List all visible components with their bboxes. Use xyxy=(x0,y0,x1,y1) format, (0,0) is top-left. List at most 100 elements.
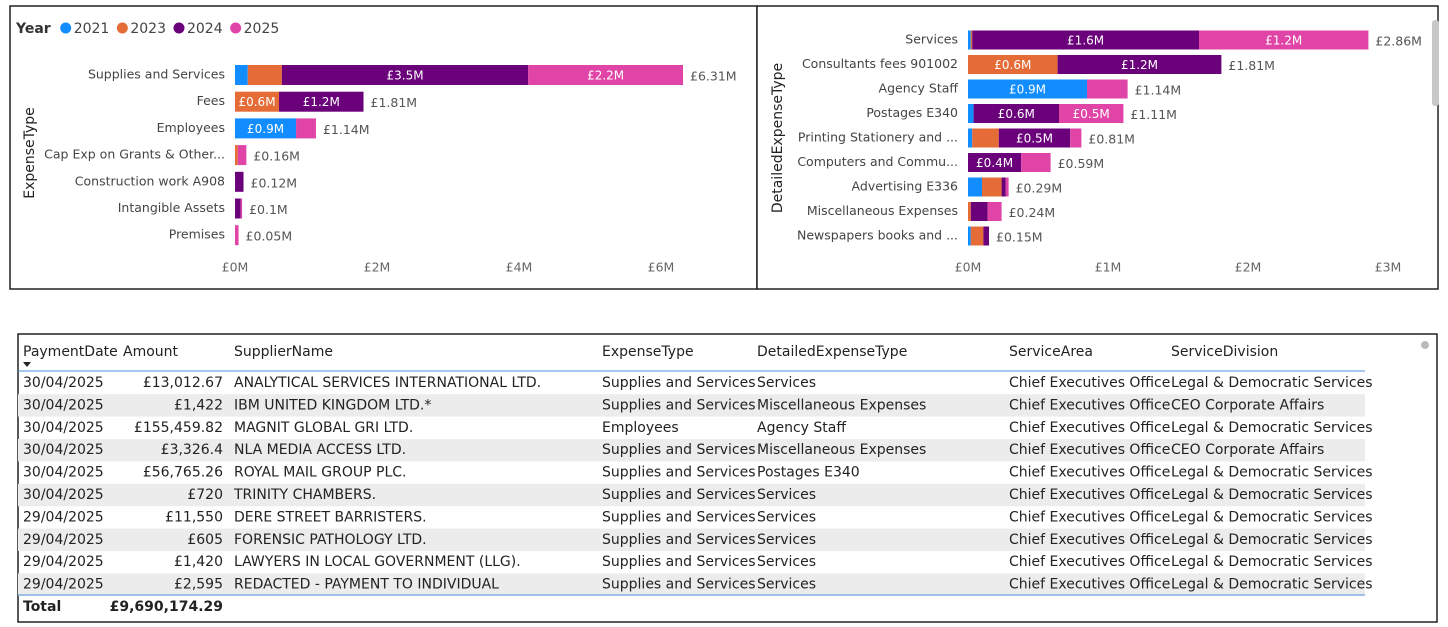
table-cell: Services xyxy=(757,487,816,503)
table-cell: FORENSIC PATHOLOGY LTD. xyxy=(234,532,427,548)
category-label: Agency Staff xyxy=(879,81,959,96)
legend-marker xyxy=(173,22,185,34)
column-header: ServiceArea xyxy=(1009,344,1093,360)
table-cell: £1,420 xyxy=(174,554,223,570)
table-cell: 30/04/2025 xyxy=(23,487,104,503)
table-cell: £2,595 xyxy=(174,577,223,593)
table-cell: DERE STREET BARRISTERS. xyxy=(234,509,427,525)
bar-segment xyxy=(247,65,282,85)
table-cell: Legal & Democratic Services xyxy=(1171,465,1373,481)
bar-segment xyxy=(296,118,316,139)
chart-box xyxy=(9,5,758,290)
table-cell: 29/04/2025 xyxy=(23,532,104,548)
segment-label: £1.2M xyxy=(1265,34,1302,48)
table-cell: Services xyxy=(757,532,816,548)
bar-segment xyxy=(235,118,297,139)
table-cell: LAWYERS IN LOCAL GOVERNMENT (LLG). xyxy=(234,554,521,570)
total-label: £0.24M xyxy=(1009,205,1056,220)
legend-title: Year xyxy=(15,21,51,37)
table-cell: Supplies and Services xyxy=(602,532,756,548)
segment-label: £0.9M xyxy=(247,122,284,136)
table-cell: Chief Executives Office xyxy=(1009,554,1170,570)
bar-segment xyxy=(235,171,244,192)
category-label: Computers and Commu... xyxy=(797,154,958,169)
segment-label: £1.2M xyxy=(1121,58,1158,72)
column-header: Amount xyxy=(123,344,179,360)
bar-segment xyxy=(972,128,999,148)
legend-marker xyxy=(116,22,128,34)
scroll-handle[interactable] xyxy=(1421,341,1429,349)
table-cell: £56,765.26 xyxy=(143,465,223,481)
total-label: £0.59M xyxy=(1058,156,1105,171)
category-label: Services xyxy=(905,32,958,47)
table-cell: Legal & Democratic Services xyxy=(1171,577,1373,593)
table-cell: Services xyxy=(757,577,816,593)
table-cell: Chief Executives Office xyxy=(1009,532,1170,548)
table-cell: £1,422 xyxy=(174,397,223,413)
bar-segment xyxy=(528,65,684,85)
bar-segment xyxy=(968,55,1058,74)
category-label: Intangible Assets xyxy=(118,200,225,215)
x-tick-label: £1M xyxy=(1095,260,1122,275)
bar-segment xyxy=(970,30,973,50)
bar-segment xyxy=(968,79,1087,99)
table-cell: Supplies and Services xyxy=(602,577,756,593)
table-cell: Chief Executives Office xyxy=(1009,465,1170,481)
column-header: PaymentDate xyxy=(23,344,118,360)
bar-segment xyxy=(240,198,243,219)
segment-label: £1.6M xyxy=(1067,34,1104,48)
category-label: Premises xyxy=(169,227,225,242)
bar-segment xyxy=(235,65,248,85)
bar-segment xyxy=(983,226,989,246)
table-cell: Legal & Democratic Services xyxy=(1171,532,1373,548)
x-tick-label: £3M xyxy=(1375,260,1402,275)
table-cell: £605 xyxy=(187,532,223,548)
segment-label: £0.6M xyxy=(994,58,1031,72)
column-header: ExpenseType xyxy=(602,344,694,360)
table-cell: ANALYTICAL SERVICES INTERNATIONAL LTD. xyxy=(234,375,541,391)
table-cell: Chief Executives Office xyxy=(1009,420,1170,436)
table-cell: Supplies and Services xyxy=(602,442,756,458)
x-tick-label: £6M xyxy=(648,260,675,275)
total-label: £6.31M xyxy=(690,69,737,84)
table-cell: £3,326.4 xyxy=(161,442,223,458)
category-label: Fees xyxy=(197,93,225,108)
table-cell: Legal & Democratic Services xyxy=(1171,554,1373,570)
table-cell: £155,459.82 xyxy=(134,420,223,436)
category-label: Advertising E336 xyxy=(852,179,958,194)
total-label: £1.11M xyxy=(1130,107,1177,122)
row-band xyxy=(18,483,1365,507)
total-label: £0.1M xyxy=(249,202,288,217)
table-cell: Legal & Democratic Services xyxy=(1171,487,1373,503)
category-label: Cap Exp on Grants & Other... xyxy=(44,147,225,162)
category-label: Printing Stationery and ... xyxy=(798,130,958,145)
bar-segment xyxy=(968,30,971,50)
category-label: Consultants fees 901002 xyxy=(802,56,958,71)
table-cell: Miscellaneous Expenses xyxy=(757,442,926,458)
table-cell: Chief Executives Office xyxy=(1009,577,1170,593)
bar-segment xyxy=(968,226,971,246)
category-label: Postages E340 xyxy=(866,105,958,120)
scrollbar[interactable] xyxy=(1432,20,1439,106)
category-label: Newspapers books and ... xyxy=(797,228,958,243)
bar-segment xyxy=(1059,104,1124,123)
table-cell: Chief Executives Office xyxy=(1009,509,1170,525)
axis-title: ExpenseType xyxy=(22,107,38,199)
bar-segment xyxy=(1087,79,1128,99)
total-label: £0.29M xyxy=(1016,181,1063,196)
category-label: Construction work A908 xyxy=(75,173,225,188)
bar-segment xyxy=(968,202,971,221)
sort-arrow[interactable] xyxy=(23,362,31,367)
table-cell: IBM UNITED KINGDOM LTD.* xyxy=(234,397,431,413)
legend-label: 2024 xyxy=(187,21,223,37)
column-header: DetailedExpenseType xyxy=(757,344,907,360)
total-label: £1.81M xyxy=(371,95,418,110)
table-cell: Postages E340 xyxy=(757,465,860,481)
legend-label: 2023 xyxy=(130,21,166,37)
legend-marker xyxy=(230,22,242,34)
bar-segment xyxy=(1070,128,1082,148)
total-label: £2.86M xyxy=(1375,34,1422,49)
table-cell: Services xyxy=(757,375,816,391)
bar-segment xyxy=(973,104,1059,123)
category-label: Employees xyxy=(157,120,225,135)
